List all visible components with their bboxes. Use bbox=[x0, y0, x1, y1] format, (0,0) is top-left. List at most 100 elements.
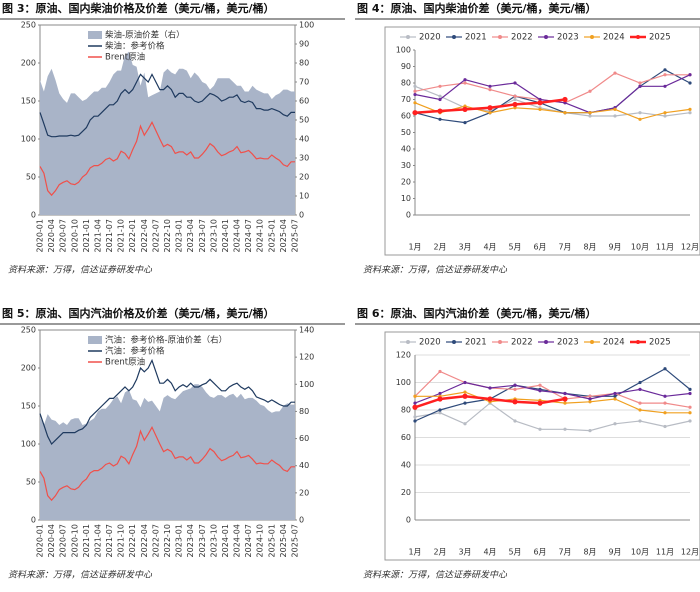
x-tick-label: 2025-04 bbox=[279, 219, 288, 252]
point bbox=[513, 419, 517, 423]
point bbox=[513, 383, 517, 387]
series-line bbox=[39, 73, 295, 138]
y2-tick-label: 120 bbox=[299, 353, 314, 362]
y2-tick-label: 30 bbox=[299, 154, 309, 163]
point bbox=[538, 389, 542, 393]
series-line bbox=[414, 69, 691, 124]
point bbox=[463, 422, 467, 426]
x-tick-label: 2024-04 bbox=[233, 219, 242, 252]
point bbox=[638, 419, 642, 423]
x-tick-label: 2025-04 bbox=[279, 524, 288, 557]
legend-label: 2020 bbox=[419, 33, 441, 43]
legend-label: 2024 bbox=[603, 338, 625, 348]
point bbox=[663, 367, 667, 371]
y-tick-label: 50 bbox=[26, 173, 36, 182]
series-line bbox=[414, 381, 691, 404]
y-tick-label: 100 bbox=[21, 440, 36, 449]
x-tick-label: 2023-10 bbox=[209, 524, 218, 557]
x-tick-label: 2024-07 bbox=[244, 524, 253, 557]
x-tick-label: 2023-07 bbox=[198, 524, 207, 557]
point bbox=[438, 411, 442, 415]
point bbox=[438, 84, 442, 88]
x-tick-label: 2024-04 bbox=[233, 524, 242, 557]
legend-dot bbox=[406, 35, 410, 39]
y2-tick-label: 20 bbox=[299, 173, 309, 182]
point bbox=[438, 97, 442, 102]
point bbox=[438, 391, 442, 396]
point bbox=[688, 387, 692, 391]
x-tick-label: 8月 bbox=[583, 243, 596, 252]
y-tick-label: 80 bbox=[401, 79, 411, 88]
y-tick-label: 10 bbox=[401, 194, 411, 203]
point bbox=[663, 111, 667, 115]
legend-dot bbox=[452, 340, 456, 344]
x-tick-label: 2023-10 bbox=[209, 219, 218, 252]
x-tick-label: 2024-07 bbox=[244, 219, 253, 252]
x-tick-label: 2022-10 bbox=[163, 524, 172, 557]
point bbox=[463, 78, 467, 82]
point bbox=[688, 111, 692, 115]
point bbox=[413, 394, 417, 398]
x-tick-label: 2020-10 bbox=[70, 524, 79, 557]
point bbox=[488, 88, 492, 92]
point bbox=[538, 427, 542, 431]
series-line bbox=[39, 120, 295, 197]
point bbox=[488, 84, 492, 88]
spread-area bbox=[40, 384, 295, 520]
point bbox=[563, 111, 567, 115]
legend-dot bbox=[590, 35, 594, 39]
spread-area bbox=[40, 51, 295, 215]
y2-tick-label: 100 bbox=[299, 21, 314, 30]
x-tick-label: 7月 bbox=[558, 548, 571, 557]
x-tick-label: 2021-07 bbox=[105, 219, 114, 252]
point bbox=[638, 380, 642, 385]
y-tick-label: 0 bbox=[31, 516, 36, 525]
y2-tick-label: 0 bbox=[299, 211, 304, 220]
x-tick-label: 2025-07 bbox=[291, 524, 300, 557]
series-line bbox=[414, 402, 691, 432]
point bbox=[588, 111, 592, 115]
y-tick-label: 20 bbox=[401, 178, 411, 187]
source-note: 资料来源：万得，信达证券研发中心 bbox=[363, 570, 508, 581]
point bbox=[413, 92, 417, 97]
x-tick-label: 2022-07 bbox=[151, 524, 160, 557]
x-tick-label: 2022-01 bbox=[128, 524, 137, 557]
y-tick-label: 60 bbox=[401, 433, 411, 442]
x-tick-label: 2020-01 bbox=[36, 524, 45, 557]
point bbox=[588, 429, 592, 433]
y2-tick-label: 60 bbox=[299, 97, 309, 106]
x-tick-label: 8月 bbox=[583, 548, 596, 557]
point bbox=[588, 400, 592, 404]
y2-tick-label: 90 bbox=[299, 40, 309, 49]
point bbox=[512, 399, 518, 405]
x-tick-label: 2022-07 bbox=[151, 219, 160, 252]
point bbox=[463, 121, 467, 125]
y-tick-label: 30 bbox=[401, 161, 411, 170]
y-tick-label: 90 bbox=[401, 62, 411, 71]
x-tick-label: 2021-07 bbox=[105, 524, 114, 557]
point bbox=[488, 386, 492, 390]
x-tick-label: 12月 bbox=[681, 548, 699, 557]
point bbox=[688, 411, 692, 415]
y-tick-label: 250 bbox=[21, 326, 36, 335]
chart-title: 图 5：原油、国内汽油价格及价差（美元/桶，美元/桶） bbox=[2, 306, 275, 320]
x-tick-label: 2021-10 bbox=[117, 524, 126, 557]
point bbox=[463, 81, 467, 85]
point bbox=[638, 387, 642, 391]
legend-label: 汽油：参考价格 bbox=[105, 346, 165, 357]
point bbox=[437, 108, 443, 114]
legend-label: Brent原油 bbox=[105, 52, 145, 63]
x-tick-label: 3月 bbox=[458, 243, 471, 252]
point bbox=[663, 401, 667, 405]
legend-dot bbox=[636, 35, 640, 39]
point bbox=[588, 114, 592, 118]
x-tick-label: 2023-01 bbox=[175, 524, 184, 557]
point bbox=[613, 71, 617, 75]
point bbox=[462, 393, 468, 399]
point bbox=[413, 101, 417, 105]
point bbox=[488, 111, 492, 115]
legend-label: 2023 bbox=[557, 338, 579, 348]
series-line bbox=[414, 368, 691, 422]
point bbox=[638, 401, 642, 405]
x-tick-label: 5月 bbox=[508, 243, 521, 252]
